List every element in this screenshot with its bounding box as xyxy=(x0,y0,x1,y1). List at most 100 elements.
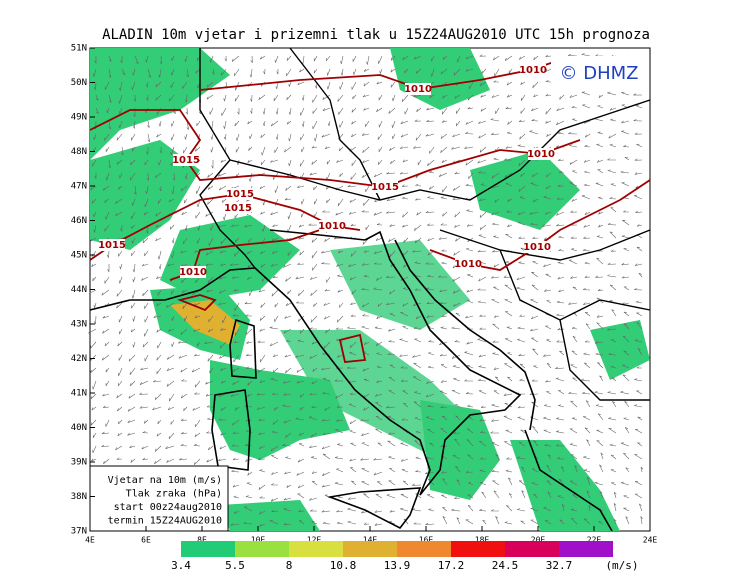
isobar-label-bg xyxy=(173,154,199,166)
colorbar-label: 17.2 xyxy=(438,559,465,572)
isobar-label-bg xyxy=(455,258,481,270)
lon-label: 24E xyxy=(643,536,658,545)
isobar-label-bg xyxy=(524,241,550,253)
wind-arrows xyxy=(88,53,644,530)
lon-label: 14E xyxy=(363,536,378,545)
legend: Vjetar na 10m (m/s) Tlak zraka (hPa) start… xyxy=(108,475,222,527)
isobar-label: 1015 xyxy=(98,240,126,251)
lat-label: 43N xyxy=(71,320,87,330)
axes: 51N 50N 49N 48N 47N 46N 45N 44N 43N 42N 41N 40N 39N 3… xyxy=(71,44,658,545)
isobar-label: 1010 xyxy=(179,267,207,278)
colorbar-swatch xyxy=(505,541,559,557)
coastline xyxy=(524,429,613,532)
wind-arrow-set xyxy=(88,53,644,530)
coastlines xyxy=(89,230,613,532)
isobar-label-bg xyxy=(372,181,398,193)
wind-area xyxy=(90,48,230,160)
isobar-label: 1010 xyxy=(527,149,555,160)
isobar-label: 1015 xyxy=(226,189,254,200)
lon-label: 12E xyxy=(307,536,322,545)
colorbar-swatch xyxy=(343,541,397,557)
isobar-label-bg xyxy=(225,202,251,214)
wind-area xyxy=(220,500,320,531)
lon-label: 16E xyxy=(419,536,434,545)
lat-label: 45N xyxy=(71,251,87,261)
lat-label: 37N xyxy=(71,527,87,537)
wind-fields xyxy=(90,48,650,531)
lon-label: 22E xyxy=(587,536,602,545)
wind-area xyxy=(160,215,300,300)
colorbar-swatch xyxy=(235,541,289,557)
wind-area xyxy=(330,240,470,330)
isobar-labels: 1010 1010 1010 1015 1015 1015 1015 1010 1015 1010… xyxy=(98,64,555,278)
lat-label: 41N xyxy=(71,389,87,399)
badge: © DHMZ xyxy=(560,63,639,84)
border xyxy=(439,229,651,261)
lat-label: 39N xyxy=(71,458,87,468)
lat-label: 49N xyxy=(71,113,87,123)
lat-label: 40N xyxy=(71,423,87,433)
border xyxy=(229,99,651,201)
colorbar-label: 32.7 xyxy=(546,559,573,572)
badge-box xyxy=(551,56,648,90)
wind-area xyxy=(280,330,470,460)
isobar xyxy=(338,333,367,363)
isobar-label-bg xyxy=(227,188,253,200)
colorbar-label: 5.5 xyxy=(225,559,245,572)
lat-label: 46N xyxy=(71,216,87,226)
colorbar-swatch xyxy=(289,541,343,557)
lon-label: 8E xyxy=(197,536,207,545)
colorbar-swatch xyxy=(451,541,505,557)
lon-label: 18E xyxy=(475,536,490,545)
colorbar-label: 3.4 xyxy=(171,559,191,572)
coastline xyxy=(326,487,422,530)
isobar-label: 1010 xyxy=(404,84,432,95)
borders xyxy=(199,47,651,401)
isobar-label-bg xyxy=(528,148,554,160)
isobar-label: 1010 xyxy=(519,65,547,76)
isobar-label: 1015 xyxy=(371,182,399,193)
lon-label: 4E xyxy=(85,536,95,545)
border xyxy=(559,319,650,401)
colorbar-swatch xyxy=(559,541,613,557)
wind-area xyxy=(90,140,200,250)
wind-area xyxy=(420,400,500,500)
coastline xyxy=(89,230,522,496)
legend-line: termin 15Z24AUG2010 xyxy=(108,516,222,527)
coastline xyxy=(229,318,257,379)
isobar-label-bg xyxy=(520,64,546,76)
isobar-label: 1015 xyxy=(224,203,252,214)
colorbar-swatch xyxy=(181,541,235,557)
isobar-label-bg xyxy=(405,83,431,95)
border xyxy=(289,47,381,201)
colorbar: 3.4 5.5 8 10.8 13.9 17.2 24.5 32.7 (m/s) xyxy=(171,541,639,572)
legend-line: start 00z24aug2010 xyxy=(114,502,222,513)
border xyxy=(199,48,256,269)
lat-label: 44N xyxy=(71,285,87,295)
coastline xyxy=(394,239,536,431)
colorbar-label: 24.5 xyxy=(492,559,519,572)
lat-label: 38N xyxy=(71,492,87,502)
legend-line: Tlak zraka (hPa) xyxy=(126,489,222,500)
wind-area xyxy=(470,150,580,230)
isobar-label: 1010 xyxy=(318,221,346,232)
lat-label: 50N xyxy=(71,78,87,88)
legend-line: Vjetar na 10m (m/s) xyxy=(108,475,222,486)
isobar xyxy=(89,109,581,188)
lon-label: 20E xyxy=(531,536,546,545)
coastline xyxy=(211,389,251,471)
isobar xyxy=(177,294,217,312)
border xyxy=(269,229,366,241)
lon-label: 6E xyxy=(141,536,151,545)
colorbar-label: 8 xyxy=(286,559,293,572)
legend-box xyxy=(89,465,229,532)
colorbar-label: 13.9 xyxy=(384,559,411,572)
colorbar-swatch xyxy=(397,541,451,557)
lat-label: 42N xyxy=(71,354,87,364)
isobar-label: 1015 xyxy=(172,155,200,166)
lat-label: 47N xyxy=(71,182,87,192)
isobar-label-bg xyxy=(99,239,125,251)
lon-label: 10E xyxy=(251,536,266,545)
colorbar-unit: (m/s) xyxy=(605,559,638,572)
